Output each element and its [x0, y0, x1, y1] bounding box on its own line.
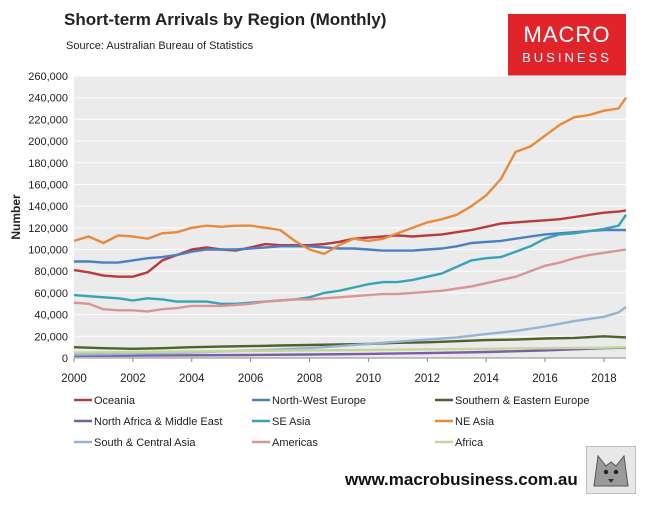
chart-title: Short-term Arrivals by Region (Monthly)	[64, 10, 387, 29]
legend-label: Americas	[272, 437, 318, 449]
x-tick-label: 2002	[120, 373, 146, 385]
x-tick-label: 2000	[61, 373, 87, 385]
chart-source: Source: Australian Bureau of Statistics	[66, 40, 254, 52]
y-tick-label: 180,000	[28, 158, 68, 170]
legend-label: South & Central Asia	[94, 437, 196, 449]
x-tick-label: 2010	[356, 373, 382, 385]
series-line	[73, 214, 627, 305]
logo-line-2: BUSINESS	[522, 50, 612, 65]
y-tick-label: 60,000	[34, 288, 68, 300]
series-line	[73, 346, 627, 357]
series-line	[73, 346, 627, 354]
legend-label: Southern & Eastern Europe	[455, 395, 590, 407]
y-tick-label: 260,000	[28, 71, 68, 83]
legend-label: Africa	[455, 437, 484, 449]
wolf-mascot-icon	[586, 446, 636, 494]
plot-area	[74, 76, 626, 358]
legend-label: NE Asia	[455, 416, 495, 428]
brand-logo: MACRO BUSINESS	[508, 14, 626, 76]
y-tick-label: 140,000	[28, 201, 68, 213]
y-tick-label: 20,000	[34, 331, 68, 343]
series-line	[73, 97, 627, 256]
legend-label: SE Asia	[272, 416, 311, 428]
x-tick-label: 2014	[473, 373, 499, 385]
y-tick-label: 200,000	[28, 136, 68, 148]
website-url: www.macrobusiness.com.au	[345, 470, 578, 489]
y-tick-label: 80,000	[34, 266, 68, 278]
logo-line-1: MACRO	[523, 22, 611, 47]
x-tick-label: 2006	[238, 373, 264, 385]
y-tick-label: 0	[62, 353, 68, 365]
x-tick-label: 2016	[532, 373, 558, 385]
series-line	[73, 248, 627, 313]
x-tick-label: 2004	[179, 373, 205, 385]
x-tick-label: 2008	[297, 373, 323, 385]
legend-label: North-West Europe	[272, 395, 366, 407]
y-tick-label: 100,000	[28, 245, 68, 257]
y-axis-label: Number	[9, 194, 23, 240]
series-line	[74, 228, 626, 264]
x-tick-label: 2018	[591, 373, 617, 385]
legend-label: North Africa & Middle East	[94, 416, 222, 428]
y-tick-label: 220,000	[28, 114, 68, 126]
y-tick-label: 160,000	[28, 179, 68, 191]
y-tick-label: 240,000	[28, 93, 68, 105]
legend-label: Oceania	[94, 395, 136, 407]
y-tick-label: 40,000	[34, 310, 68, 322]
x-tick-label: 2012	[414, 373, 440, 385]
y-tick-label: 120,000	[28, 223, 68, 235]
